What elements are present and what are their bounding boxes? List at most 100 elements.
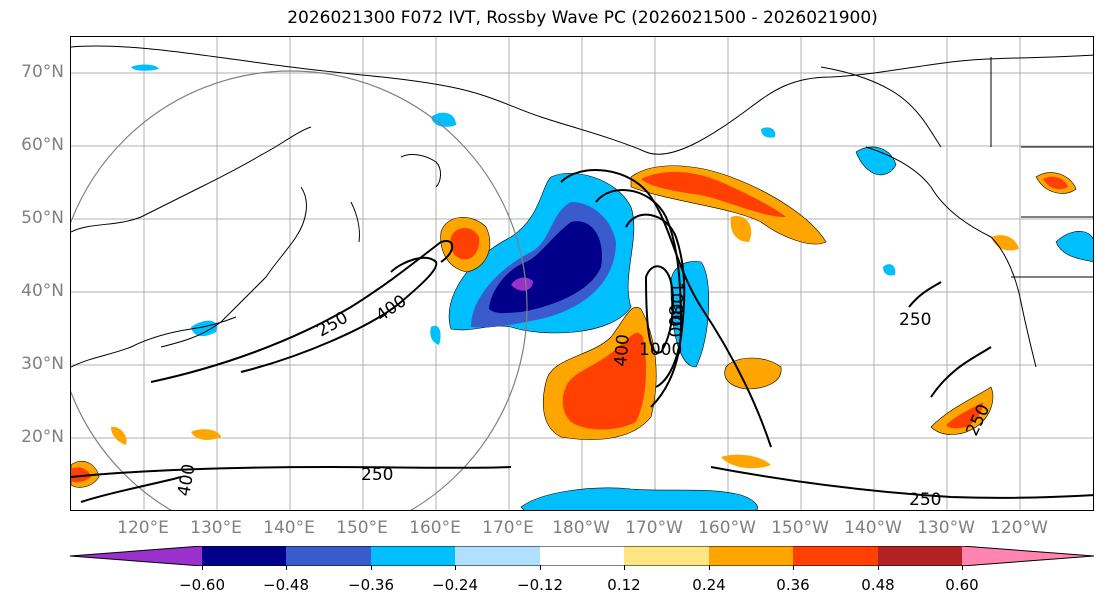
contour-400-west (240, 256, 438, 373)
cbar-tick-mark-6 (709, 565, 710, 570)
lon-label-170e: 170°E (482, 518, 534, 538)
blue-south-band (520, 487, 758, 510)
blue-small-2 (131, 64, 159, 71)
contour-label-800: 800 (664, 305, 684, 337)
cbar-tick-neg036: −0.36 (348, 576, 394, 594)
lon-label-140w: 140°W (844, 518, 902, 538)
blue-east-coast (1055, 231, 1093, 262)
contour-label-250-e: 250 (899, 310, 931, 330)
cbar-tick-neg012: −0.12 (517, 576, 563, 594)
lon-label-120w: 120°W (990, 518, 1048, 538)
colorbar-seg-4 (455, 546, 540, 566)
blue-small-3 (761, 127, 776, 138)
orange-se-blob (930, 386, 994, 435)
contour-800-central (625, 213, 686, 388)
purple-core (511, 277, 533, 291)
colorbar-seg-3 (371, 546, 455, 566)
lon-label-180w: 180°W (552, 518, 610, 538)
lon-label-170w: 170°W (625, 518, 683, 538)
cbar-tick-mark-0 (202, 565, 203, 570)
red-central-south (562, 332, 647, 430)
red-ne-blob (450, 228, 480, 260)
map-canvas: 250 400 250 400 1000 800 1000 400 250 25… (71, 37, 1093, 510)
contour-label-250-b: 250 (909, 490, 941, 510)
cbar-tick-048: 0.48 (861, 576, 895, 594)
red-se-blob (946, 402, 983, 429)
lat-label-40: 40°N (21, 281, 64, 301)
lon-label-160w: 160°W (698, 518, 756, 538)
contour-250-west (150, 240, 454, 383)
blue-small-1 (431, 112, 456, 127)
blue-nw-coast (855, 146, 897, 176)
contour-label-1000-b: 1000 (639, 340, 682, 360)
colorbar-seg-0 (70, 546, 202, 566)
reference-circle (71, 70, 528, 510)
colorbar-seg-2 (286, 546, 371, 566)
red-north-band (641, 171, 786, 217)
cbar-tick-neg060: −0.60 (179, 576, 225, 594)
contour-250-southwest (71, 465, 512, 478)
navy-region (489, 221, 602, 314)
cbar-tick-mark-3 (455, 565, 456, 570)
colorbar-seg-10 (962, 546, 1094, 566)
map-title: 2026021300 F072 IVT, Rossby Wave PC (202… (287, 8, 878, 28)
colorbar-seg-7 (709, 546, 793, 566)
cbar-tick-neg048: −0.48 (263, 576, 309, 594)
red-west-bottom (71, 467, 91, 483)
lat-label-30: 30°N (21, 354, 64, 374)
contour-400-central (595, 189, 683, 408)
ivt-contours (71, 169, 1093, 503)
contour-label-250-sw: 250 (361, 465, 393, 485)
contour-label-400-w: 400 (372, 291, 410, 326)
lon-label-150w: 150°W (771, 518, 829, 538)
contour-250-southeast (930, 346, 992, 398)
blue-small-6 (191, 320, 217, 337)
orange-mid-east (724, 357, 782, 390)
positive-anomaly-fills (71, 165, 1077, 488)
colorbar-seg-5 (540, 546, 624, 566)
map-panel[interactable]: 250 400 250 400 1000 800 1000 400 250 25… (70, 36, 1094, 511)
cbar-tick-012: 0.12 (607, 576, 641, 594)
orange-small-2 (111, 426, 127, 445)
orange-small-4 (730, 216, 752, 242)
colorbar-seg-6 (624, 546, 709, 566)
contour-250-east (908, 281, 942, 308)
cbar-tick-mark-4 (540, 565, 541, 570)
red-far-east (1043, 176, 1068, 190)
negative-anomaly-fills (131, 64, 1093, 510)
lon-label-140e: 140°E (263, 518, 315, 538)
lat-label-70: 70°N (21, 62, 64, 82)
lon-label-150e: 150°E (336, 518, 388, 538)
blue-small-4 (883, 264, 896, 276)
cbar-tick-mark-2 (371, 565, 372, 570)
contour-400-southwest (80, 476, 182, 503)
cbar-tick-060: 0.60 (945, 576, 979, 594)
lon-label-120e: 120°E (117, 518, 169, 538)
contour-label-400-sw: 400 (174, 462, 199, 497)
colorbar-seg-8 (793, 546, 878, 566)
cbar-tick-024: 0.24 (692, 576, 726, 594)
colorbar-seg-9 (878, 546, 962, 566)
contour-label-1000-a: 1000 (666, 282, 686, 325)
cbar-tick-mark-1 (286, 565, 287, 570)
orange-small-3 (721, 454, 771, 469)
blue-small-5 (430, 325, 441, 345)
colorbar (70, 546, 1094, 566)
cbar-tick-036: 0.36 (776, 576, 810, 594)
contour-1000-central (644, 265, 674, 354)
cbar-tick-mark-7 (793, 565, 794, 570)
lat-label-60: 60°N (21, 135, 64, 155)
cbar-tick-mark-9 (962, 565, 963, 570)
contour-label-250-w: 250 (314, 308, 352, 342)
lat-label-50: 50°N (21, 208, 64, 228)
cbar-tick-mark-8 (878, 565, 879, 570)
lon-label-130w: 130°W (917, 518, 975, 538)
cbar-tick-mark-5 (624, 565, 625, 570)
cbar-tick-neg024: −0.24 (432, 576, 478, 594)
orange-small-1 (191, 429, 221, 440)
lon-label-130e: 130°E (190, 518, 242, 538)
lon-label-160e: 160°E (409, 518, 461, 538)
lat-label-20: 20°N (21, 427, 64, 447)
colorbar-seg-1 (202, 546, 286, 566)
coastlines (71, 45, 1093, 368)
